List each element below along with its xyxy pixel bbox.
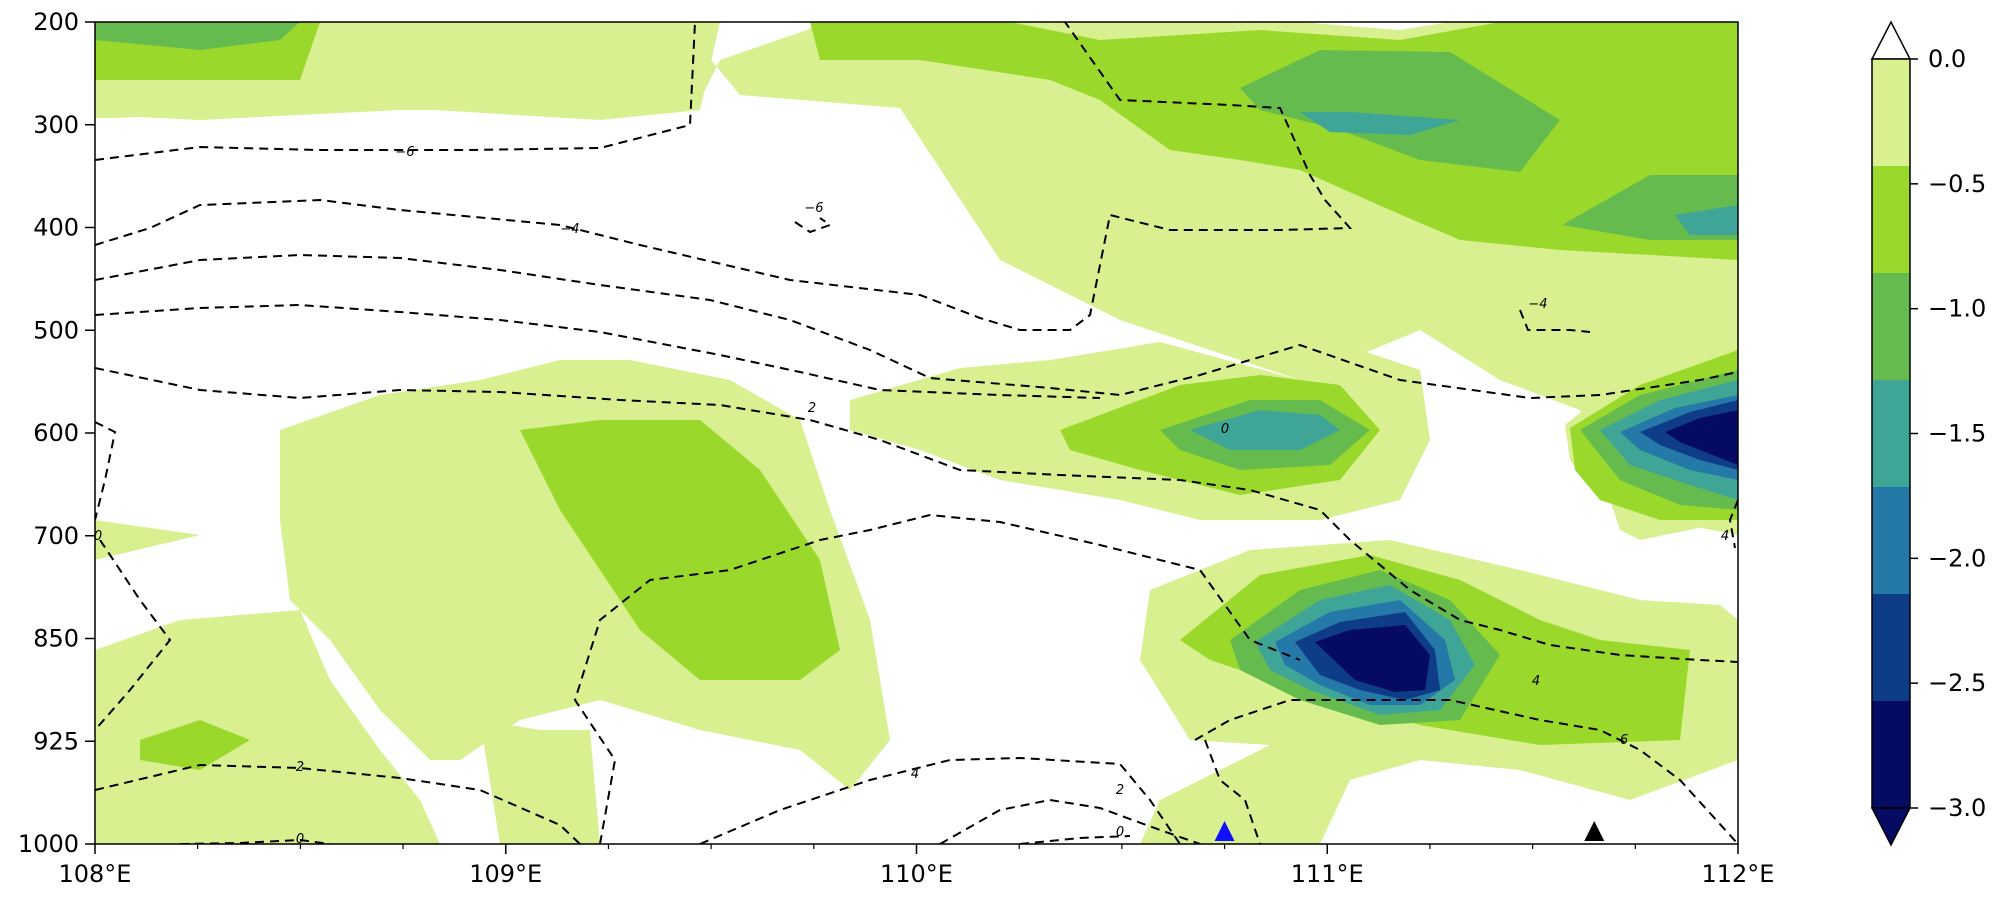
fill-region-32 [1315,625,1430,692]
colorbar-tick-label: −2.0 [1928,544,1986,572]
filled-contours [95,22,1738,844]
contour-line-17 [794,217,833,234]
contour-line-3 [95,303,1101,399]
fill-region-16 [140,720,250,770]
contour-label: 4 [1532,674,1540,689]
colorbar-segment [1872,273,1910,381]
y-tick-label: 200 [33,8,79,36]
contour-line-11 [939,798,1201,844]
contour-labels: −6 −6 −4 −4 2 0 0 4 6 2 4 2 0 0 4 [94,145,1729,847]
contour-label: −4 [560,222,579,237]
contour-label: −6 [804,201,823,216]
fill-region-24 [1675,205,1738,235]
contour-line-15 [1204,739,1261,844]
contour-label: 6 [1620,733,1628,748]
fill-region-6 [95,520,200,560]
markers [1214,821,1605,841]
contour-label: 2 [1116,783,1124,798]
colorbar-segment [1872,59,1910,167]
contour-line-0 [95,22,696,161]
contour-label: 2 [296,760,304,775]
contour-label: 4 [911,767,919,782]
contour-label: 0 [1116,825,1124,840]
contour-label: 0 [94,529,102,544]
y-tick-label: 300 [33,111,79,139]
fill-region-25 [1190,410,1340,450]
contour-line-7 [95,539,172,731]
colorbar-segment [1872,487,1910,595]
blue-triangle-marker [1214,821,1235,841]
colorbar-extend-top [1870,20,1912,60]
contour-line-2 [95,253,1738,400]
colorbar-tick-label: −3.0 [1928,794,1986,822]
contour-line-6 [1728,499,1738,549]
colorbar-segment [1872,166,1910,274]
contour-line-13 [1019,835,1131,844]
colorbar-tick-label: −0.5 [1928,170,1986,198]
contour-line-14 [1194,699,1738,844]
x-tick-label: 108°E [59,860,132,888]
contour-label: 0 [1221,422,1229,437]
contour-line-8 [95,763,581,844]
x-tick-label: 110°E [880,860,953,888]
colorbar-segment [1872,701,1910,809]
fill-region-20 [95,22,300,50]
fill-region-13 [520,420,840,680]
contour-line-5 [95,421,117,521]
colorbar-tick-label: −1.0 [1928,295,1986,323]
fill-region-8 [480,720,600,844]
contour-line-9 [573,513,1301,844]
contour-line-1 [95,22,1353,331]
colorbar: 0.0 −0.5 −1.0 −1.5 −2.0 −2.5 −3.0 [1870,20,1986,847]
contour-label: 0 [296,832,304,847]
y-tick-label: 600 [33,419,79,447]
x-tick-label: 109°E [469,860,542,888]
colorbar-tick-label: 0.0 [1928,45,1966,73]
x-axis: 108°E 109°E 110°E 111°E 112°E [59,844,1775,888]
fill-region-17 [1240,50,1560,172]
x-tick-label: 111°E [1291,860,1364,888]
contour-label: 2 [808,401,816,416]
y-tick-label: 925 [33,727,79,755]
contour-label: 4 [1721,529,1729,544]
contour-line-10 [699,756,1181,844]
y-tick-label: 500 [33,316,79,344]
contour-label: −6 [395,145,414,160]
colorbar-segment [1872,380,1910,488]
x-tick-label: 112°E [1702,860,1775,888]
black-triangle-marker [1584,821,1605,841]
y-tick-label: 700 [33,522,79,550]
y-tick-label: 1000 [18,830,79,858]
contour-label: −4 [1528,297,1547,312]
fill-region-11 [810,22,1738,260]
colorbar-tick-label: −2.5 [1928,669,1986,697]
y-tick-label: 400 [33,214,79,242]
colorbar-segment [1872,594,1910,702]
colorbar-extend-bottom [1870,807,1912,847]
y-tick-label: 850 [33,625,79,653]
y-axis: 200 300 400 500 600 700 850 925 1000 [18,8,95,858]
contour-line-4 [95,367,1738,663]
fill-region-7 [95,610,440,844]
fill-region-23 [1300,112,1460,135]
fill-region-33 [1665,410,1738,465]
line-contours [95,22,1738,844]
colorbar-tick-label: −1.5 [1928,420,1986,448]
